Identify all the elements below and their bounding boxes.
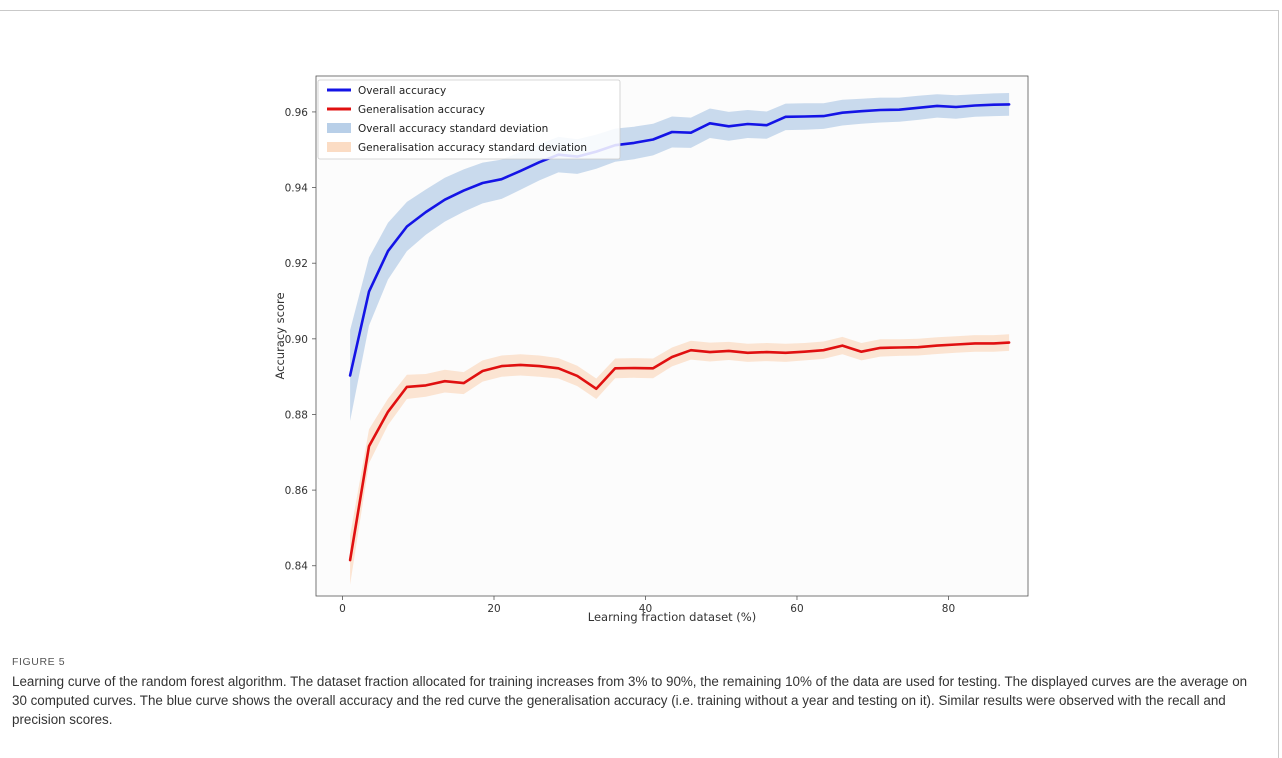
series-line-generalisation-accuracy (348, 341, 1011, 562)
legend-label-generalisation-std: Generalisation accuracy standard deviati… (358, 142, 587, 154)
x-tick-label: 80 (942, 603, 955, 615)
legend: Overall accuracy Generalisation accuracy… (317, 79, 621, 160)
legend-label-overall-accuracy: Overall accuracy (358, 85, 446, 97)
y-tick-label: 0.86 (285, 485, 309, 497)
figure-caption: Learning curve of the random forest algo… (12, 674, 1248, 727)
legend-swatch-overall-std (327, 123, 351, 133)
y-tick-label: 0.96 (285, 107, 309, 119)
x-tick-label: 40 (639, 603, 652, 615)
std-band-overall (350, 93, 1010, 421)
legend-box (317, 79, 621, 160)
y-tick-label: 0.92 (285, 258, 308, 270)
x-tick-label: 20 (487, 603, 500, 615)
series-line-overall-accuracy (348, 103, 1011, 377)
std-bands (350, 93, 1010, 585)
series-lines (348, 103, 1011, 562)
legend-label-overall-std: Overall accuracy standard deviation (358, 123, 548, 135)
x-axis-label: Learning fraction dataset (%) (588, 610, 756, 624)
x-axis-ticks: 0 20 40 60 80 (339, 596, 955, 615)
x-tick-label: 60 (790, 603, 803, 615)
y-tick-label: 0.88 (285, 409, 308, 421)
plot-background (316, 76, 1028, 596)
y-axis-ticks: 0.84 0.86 0.88 0.90 0.92 0.94 0.96 (285, 107, 316, 573)
y-tick-label: 0.84 (285, 561, 309, 573)
figure-frame (0, 10, 1279, 758)
learning-curve-chart: 0 20 40 60 80 0.84 0.86 0.88 0.90 0.92 0.94 0.96 L… (273, 75, 1029, 624)
legend-swatch-generalisation-std (327, 142, 351, 152)
x-tick-label: 0 (339, 603, 346, 615)
y-tick-label: 0.90 (285, 334, 308, 346)
plot-frame (315, 75, 1029, 597)
legend-label-generalisation-accuracy: Generalisation accuracy (358, 104, 485, 116)
y-tick-label: 0.94 (285, 183, 309, 195)
figure-label: FIGURE 5 (12, 656, 66, 668)
y-axis-label: Accuracy score (273, 292, 287, 379)
